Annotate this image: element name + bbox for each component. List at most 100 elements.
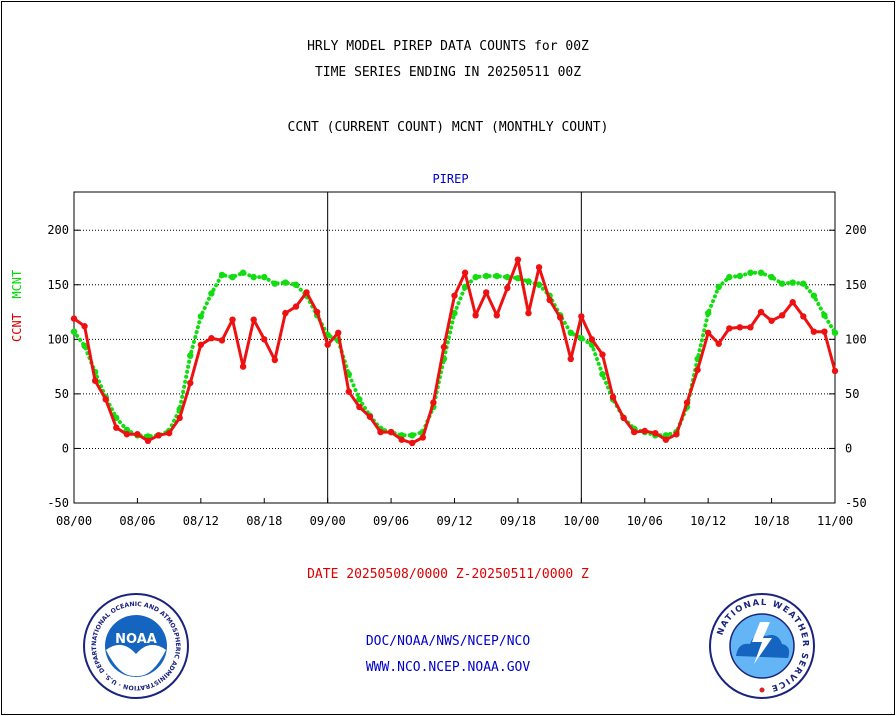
data-point-mcnt [187,352,194,359]
data-point-mcnt [736,272,744,280]
data-point-ccnt [335,329,342,336]
y-tick-label-right: 50 [845,387,859,401]
data-point-mcnt [261,273,268,281]
data-point-ccnt [282,309,289,317]
data-point-mcnt [70,328,78,335]
data-point-mcnt [271,280,279,287]
data-point-ccnt [165,429,173,437]
data-point-mcnt [493,272,500,280]
data-point-mcnt [778,280,786,287]
data-point-ccnt [271,356,279,364]
data-point-ccnt [366,413,374,420]
data-point-ccnt [821,328,828,335]
data-point-ccnt [218,337,226,344]
data-point-ccnt [778,312,786,319]
x-tick-label: 11/00 [817,514,853,528]
data-point-mcnt [726,273,733,281]
data-point-mcnt [239,269,247,276]
data-point-ccnt [747,324,754,331]
data-point-mcnt [282,279,289,286]
data-point-ccnt [567,355,574,363]
data-point-ccnt [440,343,448,351]
data-point-mcnt [810,292,818,299]
data-point-mcnt [525,278,532,285]
data-point-ccnt [345,388,353,395]
data-point-ccnt [113,424,120,431]
data-point-mcnt [831,329,839,336]
data-point-ccnt [768,317,775,324]
data-point-mcnt [757,269,765,276]
data-point-mcnt [208,290,215,297]
noaa-logo-text: NOAA [115,632,157,647]
data-point-ccnt [662,436,670,443]
data-point-mcnt [821,312,828,319]
data-point-ccnt [313,308,321,316]
data-point-ccnt [578,313,585,320]
x-tick-label: 10/06 [627,514,663,528]
data-point-ccnt [831,367,839,375]
data-point-ccnt [483,289,490,296]
data-point-mcnt [704,309,712,317]
data-point-ccnt [535,264,543,271]
data-point-ccnt [472,312,479,319]
data-point-ccnt [556,314,564,321]
data-point-mcnt [409,432,416,439]
x-tick-label: 10/12 [690,514,726,528]
data-point-mcnt [472,273,479,281]
data-point-mcnt [768,273,775,281]
y-tick-label-left: 0 [62,441,69,455]
y-tick-label-left: 50 [55,387,69,401]
y-tick-label-left: -50 [47,496,69,510]
x-tick-label: 10/18 [754,514,790,528]
data-point-ccnt [514,256,522,263]
data-point-ccnt [229,316,236,323]
data-point-mcnt [451,309,458,317]
data-point-ccnt [630,428,638,436]
data-point-ccnt [303,289,310,296]
data-point-ccnt [715,340,722,347]
data-point-ccnt [81,323,88,330]
nws-logo: NATIONAL WEATHER SERVICE [709,593,815,699]
data-point-ccnt [91,377,99,384]
data-point-ccnt [789,299,796,306]
data-point-mcnt [356,396,363,403]
y-tick-label-right: 0 [845,441,852,455]
data-point-ccnt [208,335,215,342]
data-point-mcnt [81,342,88,350]
data-point-ccnt [673,431,680,438]
org-line[interactable]: DOC/NOAA/NWS/NCEP/NCO [365,634,531,649]
date-range: DATE 20250508/0000 Z-20250511/0000 Z [307,567,589,582]
data-point-ccnt [419,434,426,441]
data-point-ccnt [387,428,395,436]
data-point-ccnt [239,363,247,370]
data-point-ccnt [736,324,744,331]
data-point-mcnt [250,273,257,281]
data-point-mcnt [535,281,543,288]
data-point-mcnt [504,273,511,281]
data-point-ccnt [546,296,553,304]
data-point-ccnt [504,284,511,292]
data-point-ccnt [398,436,405,443]
y-tick-label-right: 150 [845,278,867,292]
data-point-ccnt [377,428,384,436]
data-point-ccnt [451,292,458,299]
data-point-ccnt [187,379,194,387]
data-point-ccnt [726,325,733,332]
x-tick-label: 08/06 [119,514,155,528]
noaa-logo: NATIONAL OCEANIC AND ATMOSPHERIC ADMINIS… [82,592,189,699]
y-tick-label-left: 100 [47,332,69,346]
y-tick-label-left: 150 [47,278,69,292]
website-link[interactable]: WWW.NCO.NCEP.NOAA.GOV [365,660,531,675]
data-point-ccnt [652,429,659,437]
x-tick-label: 09/00 [310,514,346,528]
data-point-ccnt [588,336,596,343]
data-point-ccnt [430,399,437,406]
data-point-ccnt [197,341,205,348]
data-point-mcnt [567,329,574,336]
x-tick-label: 08/18 [246,514,282,528]
data-point-ccnt [250,316,257,323]
data-point-ccnt [599,351,606,358]
data-point-ccnt [609,393,617,401]
data-point-ccnt [134,431,141,438]
